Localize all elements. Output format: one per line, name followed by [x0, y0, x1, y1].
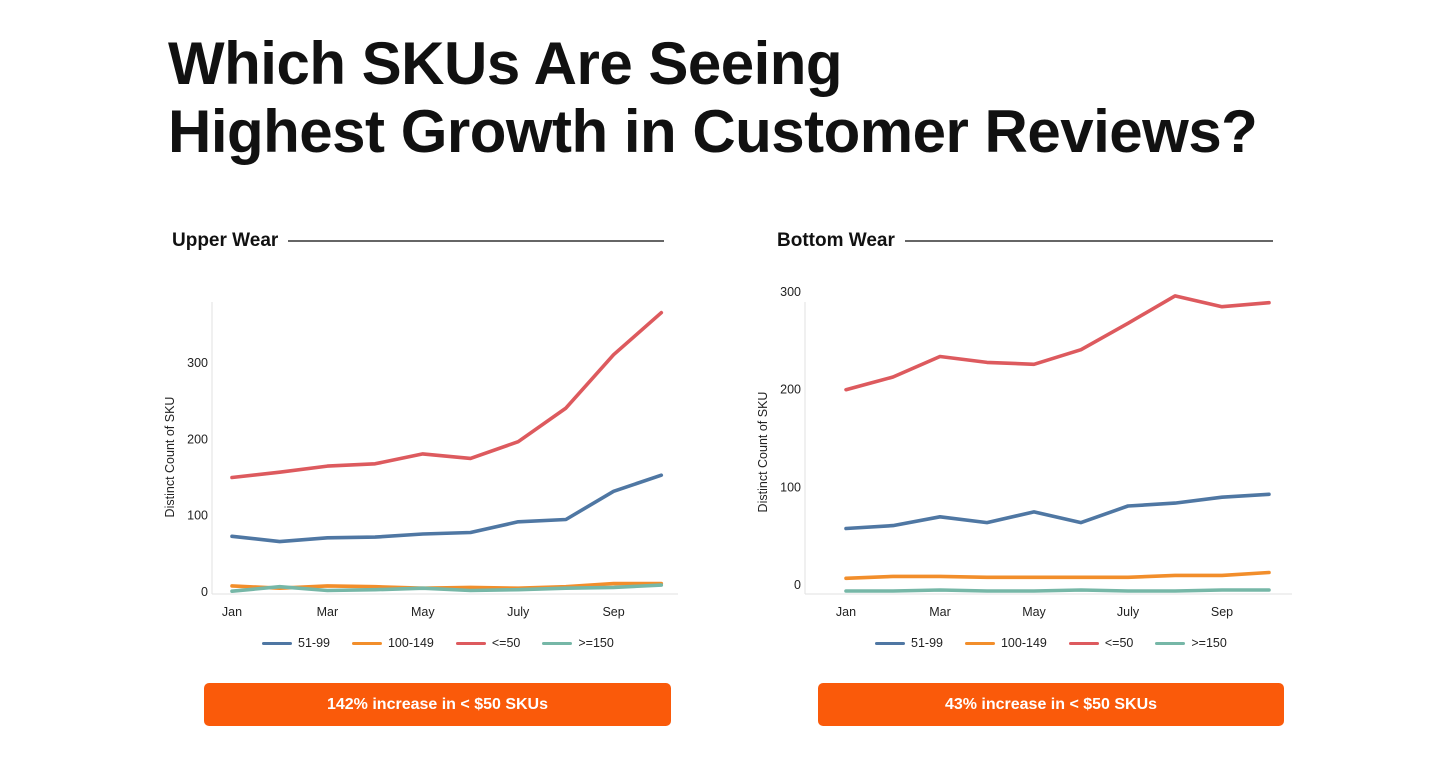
- legend-label: 51-99: [298, 636, 330, 650]
- legend-label: 51-99: [911, 636, 943, 650]
- page-title: Which SKUs Are Seeing Highest Growth in …: [168, 30, 1258, 166]
- upper-wear-x-tick-label: Sep: [602, 605, 624, 619]
- upper-wear-y-tick-label: 300: [187, 356, 208, 370]
- bottom-wear-series-line-100149: [844, 570, 1271, 581]
- upper-wear-x-tick-label: May: [411, 605, 435, 619]
- legend-label: >=150: [578, 636, 614, 650]
- legend-swatch: [455, 641, 486, 645]
- legend-swatch: [1068, 641, 1099, 645]
- legend-item: 51-99: [875, 636, 943, 650]
- bottom-wear-series-line-5199: [844, 492, 1271, 531]
- bottom-wear-x-tick-label: Sep: [1211, 605, 1233, 619]
- bottom-wear-y-tick-label: 200: [780, 383, 801, 397]
- upper-wear-x-tick-label: Jan: [222, 605, 242, 619]
- bottom-wear-y-tick-label: 0: [794, 578, 801, 592]
- upper-wear-y-tick-label: 0: [201, 585, 208, 599]
- legend-swatch: [964, 641, 995, 645]
- legend-item: <=50: [455, 636, 521, 650]
- title-line-2: Highest Growth in Customer Reviews?: [168, 98, 1258, 165]
- bottom-wear-x-tick-label: Mar: [929, 605, 951, 619]
- upper-wear-y-tick-label: 200: [187, 432, 208, 446]
- upper-wear-title-text: Upper Wear: [172, 230, 279, 251]
- upper-wear-x-tick-label: July: [507, 605, 530, 619]
- bottom-wear-x-tick-label: Jan: [836, 605, 856, 619]
- upper-wear-series-line-5199: [230, 473, 664, 544]
- upper-wear-callout-text: 142% increase in < $50 SKUs: [326, 695, 549, 713]
- bottom-wear-legend: 51-99 100-149 <=50 >=150: [875, 636, 1227, 650]
- legend-label: >=150: [1191, 636, 1227, 650]
- title-line-1: Which SKUs Are Seeing: [168, 30, 843, 97]
- upper-wear-callout: 142% increase in < $50 SKUs: [204, 683, 671, 726]
- upper-wear-x-tick-label: Mar: [317, 605, 339, 619]
- bottom-wear-chart: 0 100 200 300 Distinct Count of SKU Jan Mar May…: [756, 285, 1292, 619]
- bottom-wear-title: Bottom Wear: [777, 230, 1273, 252]
- upper-wear-series-line-lteq50: [230, 310, 664, 480]
- bottom-wear-title-text: Bottom Wear: [777, 230, 895, 251]
- legend-swatch: [351, 641, 382, 645]
- bottom-wear-callout: 43% increase in < $50 SKUs: [818, 683, 1284, 726]
- legend-item: 100-149: [351, 636, 434, 650]
- upper-wear-y-axis-label: Distinct Count of SKU: [163, 397, 177, 518]
- legend-item: 100-149: [964, 636, 1047, 650]
- legend-item: >=150: [1155, 636, 1227, 650]
- bottom-wear-series-line-lteq50: [844, 294, 1271, 392]
- legend-label: <=50: [1104, 636, 1134, 650]
- legend-item: <=50: [1068, 636, 1134, 650]
- upper-wear-y-tick-label: 100: [187, 509, 208, 523]
- bottom-wear-y-tick-label: 100: [780, 480, 801, 494]
- legend-swatch: [875, 641, 905, 645]
- upper-wear-legend: 51-99 100-149 <=50 >=150: [262, 636, 614, 650]
- bottom-wear-y-tick-label: 300: [780, 285, 801, 299]
- upper-wear-series-line-gteq150: [230, 583, 664, 594]
- upper-wear-chart: 0 100 200 300 Distinct Count of SKU Jan Mar May…: [163, 302, 678, 619]
- bottom-wear-y-axis-label: Distinct Count of SKU: [756, 392, 770, 513]
- bottom-wear-title-rule: [904, 240, 1273, 242]
- legend-label: <=50: [491, 636, 521, 650]
- legend-label: 100-149: [1000, 636, 1047, 650]
- bottom-wear-x-tick-label: July: [1117, 605, 1140, 619]
- bottom-wear-callout-text: 43% increase in < $50 SKUs: [944, 695, 1158, 713]
- upper-wear-title: Upper Wear: [172, 230, 665, 252]
- legend-item: >=150: [542, 636, 614, 650]
- bottom-wear-x-tick-label: May: [1022, 605, 1046, 619]
- legend-label: 100-149: [387, 636, 434, 650]
- legend-swatch: [262, 641, 292, 645]
- bottom-wear-series-line-gteq150: [844, 588, 1271, 593]
- legend-item: 51-99: [262, 636, 330, 650]
- upper-wear-title-rule: [288, 240, 665, 242]
- legend-swatch: [1155, 641, 1186, 645]
- legend-swatch: [542, 641, 573, 645]
